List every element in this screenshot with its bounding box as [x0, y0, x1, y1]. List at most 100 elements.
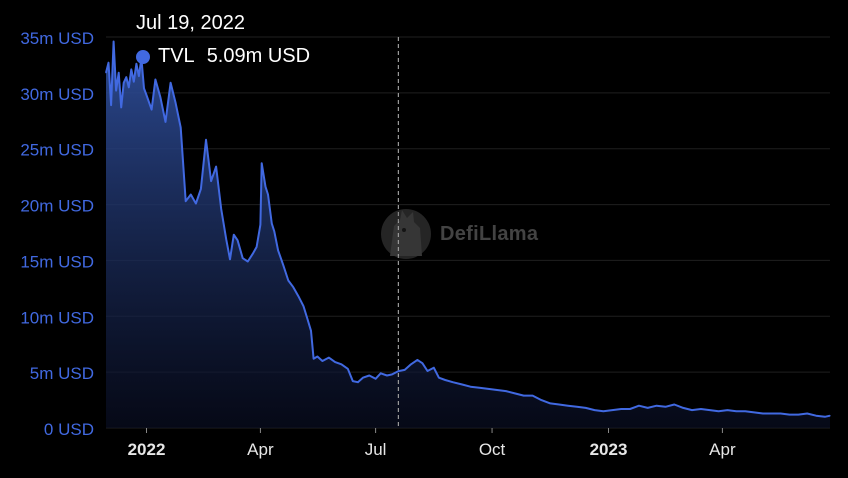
tvl-point — [380, 372, 382, 374]
tvl-point — [780, 412, 782, 415]
tvl-point — [340, 363, 342, 365]
tvl-point — [824, 416, 826, 418]
tvl-point — [397, 370, 399, 372]
tvl-point — [585, 407, 587, 409]
y-tick-label: 5m USD — [30, 364, 94, 383]
tvl-point — [352, 380, 354, 382]
tvl-point — [806, 412, 808, 415]
defillama-watermark: DefiLlama — [380, 206, 538, 262]
tvl-point — [391, 373, 393, 375]
y-tick-label: 15m USD — [20, 252, 94, 271]
tvl-point — [567, 405, 569, 407]
tvl-point — [264, 186, 267, 188]
tvl-point — [200, 188, 202, 190]
tvl-point — [771, 412, 773, 415]
tvl-point — [638, 405, 640, 407]
tvl-point — [259, 224, 261, 226]
tvl-point — [762, 412, 764, 415]
tvl-point — [105, 72, 107, 74]
tooltip-series-name: TVL — [158, 45, 195, 67]
tvl-point — [410, 363, 412, 365]
tvl-point — [277, 249, 279, 251]
tvl-point — [347, 368, 349, 370]
tvl-point — [123, 82, 125, 84]
tvl-point — [229, 258, 231, 260]
tvl-point — [130, 68, 132, 70]
area-fill — [105, 40, 831, 428]
tvl-point — [438, 377, 440, 379]
y-tick-label: 30m USD — [20, 85, 94, 104]
tvl-point — [691, 409, 693, 411]
tvl-point — [478, 387, 480, 389]
tvl-point — [118, 72, 120, 74]
tvl-point — [210, 180, 212, 182]
tvl-point — [205, 139, 207, 141]
tvl-point — [110, 104, 112, 106]
tvl-point — [469, 386, 472, 388]
tvl-point — [815, 415, 817, 417]
tvl-point — [267, 193, 269, 196]
tvl-point — [620, 408, 622, 410]
tvl-point — [386, 374, 388, 377]
tvl-point — [404, 369, 406, 371]
tvl-point — [452, 381, 454, 383]
tvl-point — [261, 162, 263, 164]
tvl-point — [138, 75, 140, 77]
tvl-point — [682, 407, 684, 409]
tvl-point — [532, 395, 534, 397]
tvl-point — [647, 407, 649, 409]
tvl-point — [700, 408, 702, 410]
tvl-point — [159, 96, 161, 98]
tvl-point — [310, 330, 312, 332]
tvl-point — [145, 94, 148, 96]
tvl-point — [292, 286, 294, 288]
tvl-point — [313, 358, 315, 360]
tvl-point — [125, 76, 127, 78]
tooltip-value: 5.09m USD — [206, 45, 311, 67]
tvl-point — [461, 383, 463, 385]
tvl-point — [629, 408, 631, 410]
tvl-point — [164, 121, 167, 123]
y-axis-labels: 0 USD 5m USD 10m USD 15m USD 20m USD 25m USD 3… — [20, 29, 94, 439]
tvl-point — [273, 230, 275, 232]
tvl-point — [237, 239, 239, 241]
tvl-area — [106, 41, 830, 428]
tooltip-date: Jul 19, 2022 — [136, 12, 245, 34]
tvl-point — [133, 81, 135, 83]
tvl-point — [128, 86, 130, 88]
tvl-point — [611, 409, 613, 411]
tvl-point — [797, 414, 800, 416]
watermark-text: DefiLlama — [440, 222, 539, 245]
tvl-point — [180, 126, 182, 129]
tvl-point — [362, 377, 364, 379]
tvl-point — [558, 403, 560, 406]
tvl-point — [225, 238, 227, 240]
y-tick-label: 0 USD — [44, 420, 94, 439]
tvl-point — [357, 381, 359, 383]
y-tick-label: 25m USD — [20, 141, 94, 160]
tvl-point — [549, 402, 551, 404]
tvl-point — [744, 410, 746, 412]
tvl-point — [233, 234, 235, 236]
tvl-point — [321, 360, 323, 362]
tvl-point — [220, 208, 222, 210]
tvl-point — [718, 410, 720, 412]
tvl-point — [247, 260, 249, 263]
tvl-point — [576, 406, 578, 408]
tvl-point — [505, 390, 507, 392]
tvl-point — [673, 403, 675, 406]
tvl-point — [328, 357, 330, 359]
tvl-point — [107, 62, 110, 64]
tvl-point — [170, 82, 172, 84]
x-axis-labels: 2022 Apr Jul Oct 2023 Apr — [128, 428, 736, 459]
tvl-point — [426, 370, 429, 372]
tvl-point — [215, 166, 217, 168]
tvl-point — [297, 295, 299, 297]
tvl-point — [709, 409, 711, 411]
tooltip-row: TVL 5.09m USD — [136, 45, 310, 68]
tvl-point — [664, 406, 667, 408]
tvl-point — [256, 246, 258, 248]
x-tick-label: Oct — [479, 440, 506, 459]
